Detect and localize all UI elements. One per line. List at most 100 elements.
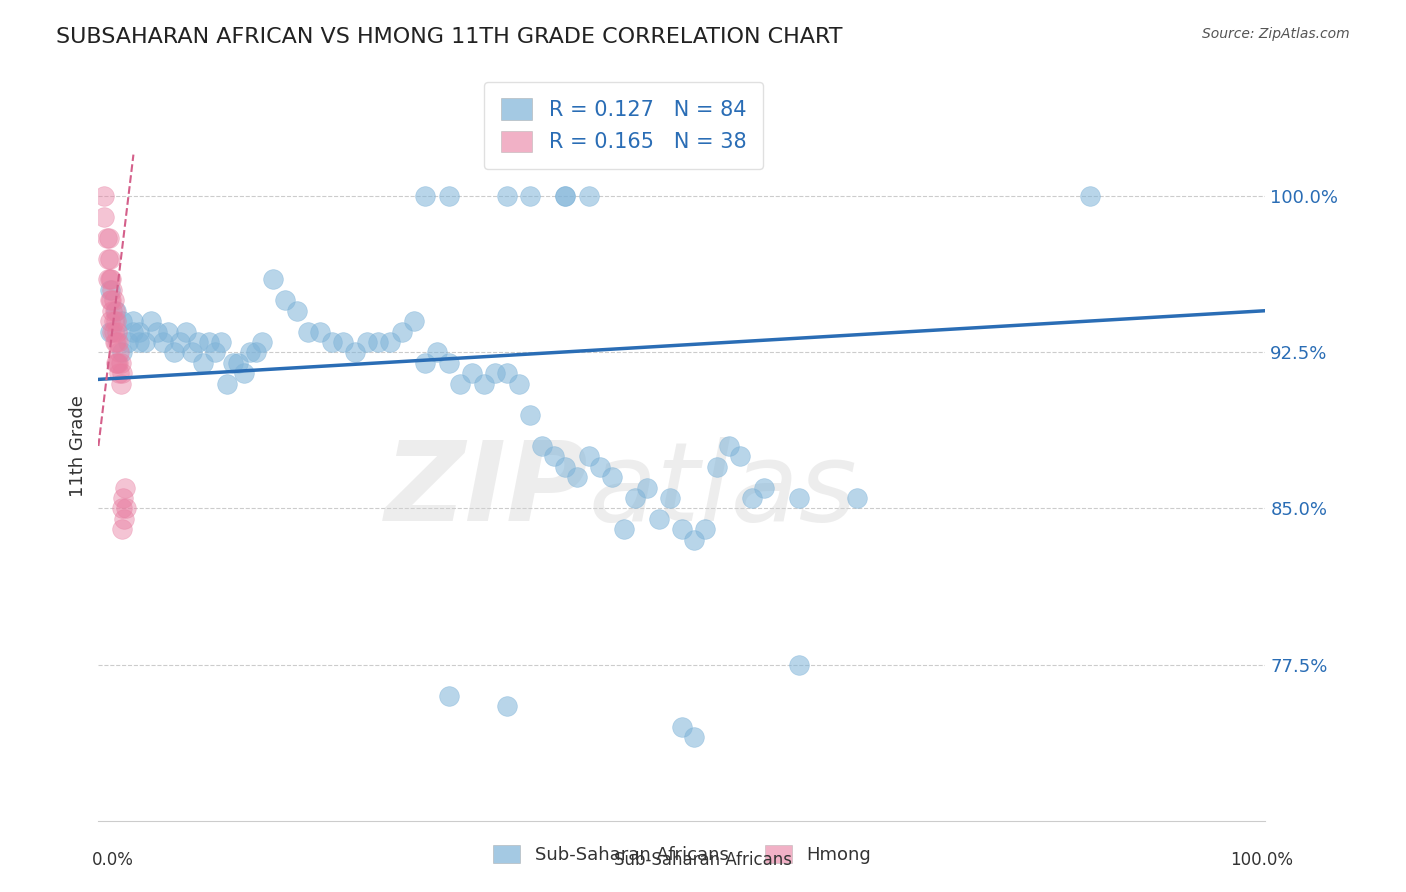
Point (391, 325, 413, 339)
Point (787, 491, 810, 505)
Point (636, 481, 658, 495)
Point (128, 334, 150, 349)
Point (108, 366, 131, 380)
Point (174, 325, 197, 339)
Point (332, 334, 354, 349)
Point (215, 376, 238, 391)
Point (114, 481, 136, 495)
Point (239, 345, 262, 359)
Point (98, 314, 121, 328)
Point (787, 657, 810, 672)
Point (461, 366, 484, 380)
Point (187, 334, 209, 349)
Point (449, 376, 471, 391)
Point (426, 345, 449, 359)
Point (717, 439, 740, 453)
Point (97, 231, 120, 245)
Point (111, 522, 134, 536)
Point (554, 189, 576, 203)
Point (565, 470, 588, 484)
Point (193, 356, 215, 370)
Point (152, 334, 174, 349)
Point (103, 314, 125, 328)
Point (97, 272, 120, 286)
Point (554, 189, 576, 203)
Point (613, 522, 636, 536)
Point (146, 325, 169, 339)
Point (100, 272, 122, 286)
Text: Source: ZipAtlas.com: Source: ZipAtlas.com (1202, 27, 1350, 41)
Point (98, 325, 121, 339)
Point (472, 376, 495, 391)
Point (110, 376, 132, 391)
Point (624, 491, 647, 505)
Point (671, 522, 693, 536)
Y-axis label: 11th Grade: 11th Grade (69, 395, 87, 497)
Legend: Sub-Saharan Africans, Hmong: Sub-Saharan Africans, Hmong (486, 838, 877, 871)
Point (647, 512, 669, 526)
Point (105, 325, 128, 339)
Point (111, 501, 134, 516)
Point (245, 345, 267, 359)
Point (93, 210, 115, 224)
Point (519, 189, 541, 203)
Point (93, 189, 115, 203)
Point (309, 325, 332, 339)
Point (554, 459, 576, 474)
Point (96, 231, 118, 245)
Point (112, 512, 135, 526)
Point (730, 450, 752, 464)
Point (198, 334, 221, 349)
Point (682, 533, 704, 547)
Point (413, 356, 436, 370)
Point (157, 325, 180, 339)
Point (695, 522, 717, 536)
Point (104, 334, 127, 349)
Point (297, 325, 319, 339)
Point (589, 459, 612, 474)
Point (128, 325, 150, 339)
Point (115, 501, 138, 516)
Point (496, 366, 519, 380)
Point (98, 293, 121, 308)
Point (484, 366, 506, 380)
Point (103, 293, 125, 308)
Point (169, 334, 191, 349)
Point (741, 491, 763, 505)
Point (543, 450, 565, 464)
Point (262, 272, 284, 286)
Point (103, 325, 125, 339)
Point (104, 334, 127, 349)
Point (367, 334, 389, 349)
Point (105, 356, 128, 370)
Point (321, 334, 343, 349)
Point (111, 366, 134, 380)
Point (101, 303, 124, 318)
Point (356, 334, 378, 349)
Point (519, 408, 541, 422)
Point (659, 491, 682, 505)
Point (1080, 189, 1102, 203)
Point (221, 356, 243, 370)
Point (104, 303, 127, 318)
Point (437, 189, 460, 203)
Point (100, 293, 122, 308)
Point (101, 325, 124, 339)
Point (163, 345, 186, 359)
Point (752, 481, 775, 495)
Point (111, 314, 134, 328)
Text: Sub-Saharan Africans: Sub-Saharan Africans (614, 851, 792, 869)
Point (682, 731, 704, 745)
Point (108, 345, 131, 359)
Point (671, 720, 693, 734)
Point (496, 699, 519, 714)
Point (706, 459, 728, 474)
Point (101, 283, 124, 297)
Point (578, 189, 600, 203)
Point (274, 293, 297, 308)
Text: atlas: atlas (589, 437, 858, 544)
Point (285, 303, 308, 318)
Point (508, 376, 530, 391)
Point (107, 356, 129, 370)
Point (496, 189, 519, 203)
